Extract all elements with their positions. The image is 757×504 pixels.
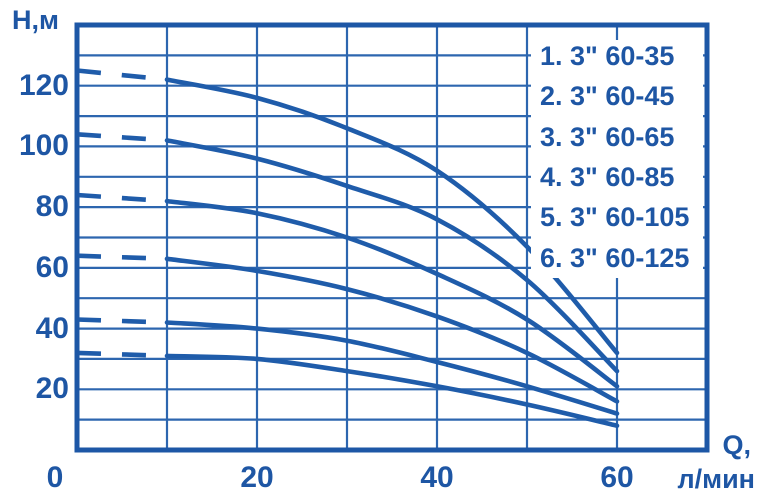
pump-curve-5 bbox=[164, 138, 620, 374]
pump-curve-dashed-4 bbox=[76, 192, 168, 204]
legend-item-3: 3. 3" 60-65 bbox=[540, 121, 675, 152]
legend-item-4: 4. 3" 60-85 bbox=[540, 161, 675, 192]
x-tick-label: 0 bbox=[46, 461, 64, 494]
legend-item-6: 6. 3" 60-125 bbox=[540, 242, 690, 273]
legend-item-2: 2. 3" 60-45 bbox=[540, 81, 675, 112]
pump-curve-2 bbox=[164, 320, 620, 416]
legend-box bbox=[531, 40, 703, 278]
pump-curve-3 bbox=[164, 256, 620, 404]
y-axis-title: Н,м bbox=[12, 5, 59, 35]
pump-curve-dashed-2 bbox=[76, 317, 168, 325]
pump-curve-dashed-6 bbox=[76, 68, 168, 82]
x-tick-label: 20 bbox=[240, 461, 274, 494]
legend-item-1: 1. 3" 60-35 bbox=[540, 41, 675, 71]
x-axis-title-unit: л/мин bbox=[677, 464, 755, 494]
pump-curve-dashed-5 bbox=[76, 132, 168, 143]
pump-curve-4 bbox=[164, 198, 620, 389]
y-tick-label: 120 bbox=[18, 68, 69, 102]
x-tick-label: 60 bbox=[600, 461, 634, 494]
y-tick-label: 60 bbox=[35, 250, 69, 284]
legend-item-5: 5. 3" 60-105 bbox=[540, 202, 690, 233]
plot-border bbox=[74, 22, 710, 453]
y-tick-label: 20 bbox=[35, 372, 69, 406]
y-tick-label: 40 bbox=[35, 311, 69, 345]
y-tick-label: 100 bbox=[18, 129, 69, 163]
y-tick-label: 80 bbox=[35, 190, 69, 224]
pump-curve-dashed-3 bbox=[76, 253, 168, 262]
x-tick-label: 40 bbox=[420, 461, 454, 494]
pump-curve-1 bbox=[164, 353, 620, 428]
x-axis-title-quantity: Q, bbox=[722, 430, 751, 460]
pump-curve-dashed-1 bbox=[76, 350, 168, 359]
